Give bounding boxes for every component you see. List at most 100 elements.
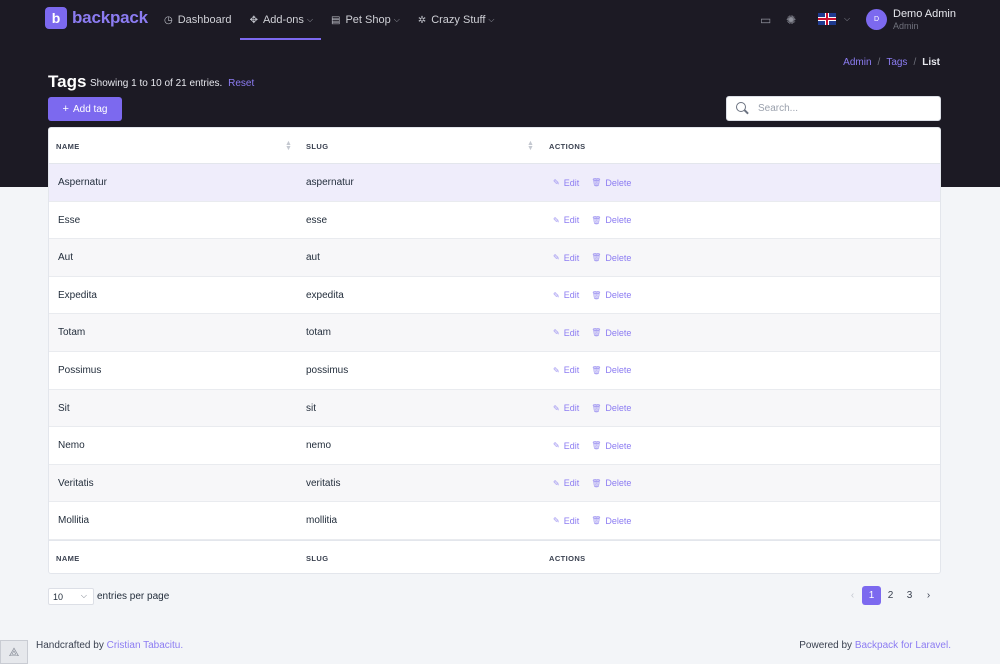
delete-label: Delete	[605, 177, 632, 188]
delete-button[interactable]: 🗑 Delete	[591, 403, 631, 413]
delete-button[interactable]: 🗑 Delete	[591, 178, 631, 188]
cell-actions: ✎ Edit 🗑 Delete	[553, 202, 643, 239]
pagination-page-2[interactable]: 2	[887, 590, 894, 601]
delete-label: Delete	[605, 440, 632, 451]
edit-button[interactable]: ✎ Edit	[553, 178, 579, 188]
cell-name: Aut	[58, 252, 74, 264]
delete-button[interactable]: 🗑 Delete	[591, 253, 631, 263]
delete-button[interactable]: 🗑 Delete	[591, 215, 631, 225]
breadcrumb-admin[interactable]: Admin	[843, 57, 872, 68]
edit-label: Edit	[563, 177, 580, 188]
backpack-link[interactable]: Backpack for Laravel.	[854, 640, 951, 651]
nav-item-crazy-stuff[interactable]: ✲ Crazy Stuff ⌵	[418, 0, 495, 40]
brand-logo-link[interactable]: b backpack	[45, 7, 148, 29]
cell-slug: possimus	[306, 364, 349, 376]
table-row: Totam totam ✎ Edit 🗑 Delete	[49, 314, 940, 352]
delete-label: Delete	[605, 515, 632, 526]
edit-button[interactable]: ✎ Edit	[553, 403, 579, 413]
reset-link[interactable]: Reset	[228, 78, 255, 89]
edit-icon: ✎	[553, 441, 560, 451]
chevron-down-icon: ⌵	[80, 591, 87, 600]
column-header-name[interactable]: NAME	[56, 141, 80, 151]
edit-label: Edit	[563, 290, 580, 301]
edit-button[interactable]: ✎ Edit	[553, 215, 579, 225]
nav-item-add-ons[interactable]: ✥ Add-ons ⌵	[239, 0, 322, 40]
delete-button[interactable]: 🗑 Delete	[591, 290, 631, 300]
author-link[interactable]: Cristian Tabacitu.	[106, 640, 184, 651]
cell-name: Nemo	[58, 440, 85, 452]
breadcrumb-separator: /	[877, 57, 881, 68]
pagination-page-1[interactable]: 1	[862, 586, 881, 605]
breadcrumb: Admin / Tags / List	[837, 57, 940, 68]
delete-label: Delete	[605, 478, 632, 489]
edit-icon: ✎	[553, 215, 560, 225]
uk-flag-icon[interactable]	[818, 13, 836, 25]
per-page-select[interactable]: 10 ⌵	[48, 588, 94, 605]
cell-slug: totam	[306, 327, 332, 339]
edit-button[interactable]: ✎ Edit	[553, 365, 579, 375]
edit-icon: ✎	[553, 478, 560, 488]
column-header-slug[interactable]: SLUG	[306, 141, 329, 151]
search-input[interactable]	[758, 103, 928, 114]
delete-button[interactable]: 🗑 Delete	[591, 365, 631, 375]
breadcrumb-tags[interactable]: Tags	[886, 57, 908, 68]
edit-icon: ✎	[553, 328, 560, 338]
pagination-prev-icon[interactable]: ‹	[850, 590, 855, 601]
delete-button[interactable]: 🗑 Delete	[591, 478, 631, 488]
per-page-value: 10	[53, 591, 64, 602]
delete-label: Delete	[605, 365, 632, 376]
nav-item-dashboard[interactable]: ◷ Dashboard	[164, 0, 232, 40]
nav-item-label: Pet Shop	[345, 14, 391, 26]
add-tag-button[interactable]: + Add tag	[48, 97, 122, 121]
entries-summary: Showing 1 to 10 of 21 entries.	[90, 78, 223, 89]
nav-item-pet-shop[interactable]: ▤ Pet Shop ⌵	[331, 0, 400, 40]
breadcrumb-separator: /	[913, 57, 917, 68]
edit-button[interactable]: ✎ Edit	[553, 478, 579, 488]
cash-register-icon: ▤	[331, 14, 341, 26]
edit-button[interactable]: ✎ Edit	[553, 328, 579, 338]
delete-button[interactable]: 🗑 Delete	[591, 516, 631, 526]
cell-actions: ✎ Edit 🗑 Delete	[553, 502, 643, 539]
edit-button[interactable]: ✎ Edit	[553, 516, 579, 526]
edit-button[interactable]: ✎ Edit	[553, 253, 579, 263]
table-row: Possimus possimus ✎ Edit 🗑 Delete	[49, 352, 940, 390]
column-footer-actions: ACTIONS	[549, 554, 586, 564]
sort-icon[interactable]: ▲ ▼	[527, 140, 535, 152]
table-row: Mollitia mollitia ✎ Edit 🗑 Delete	[49, 502, 940, 540]
delete-label: Delete	[605, 327, 632, 338]
tags-table: NAME ▲ ▼ SLUG ▲ ▼ ACTIONS Aspernatur aspern…	[48, 127, 941, 574]
delete-button[interactable]: 🗑 Delete	[591, 328, 631, 338]
user-name[interactable]: Demo Admin	[893, 8, 956, 20]
chevron-down-icon: ⌵	[393, 15, 400, 24]
table-row: Expedita expedita ✎ Edit 🗑 Delete	[49, 277, 940, 315]
cell-name: Mollitia	[58, 515, 90, 527]
nav-item-label: Crazy Stuff	[431, 14, 486, 26]
edit-button[interactable]: ✎ Edit	[553, 290, 579, 300]
column-footer-slug: SLUG	[306, 554, 329, 564]
top-navbar: b backpack ◷ Dashboard ✥ Add-ons ⌵ ▤ Pet Shop ⌵…	[0, 0, 1000, 40]
page-title: Tags	[48, 72, 87, 91]
sort-icon[interactable]: ▲ ▼	[285, 140, 293, 152]
footer-credits: Handcrafted by Cristian Tabacitu.	[36, 640, 183, 651]
avatar[interactable]: D	[866, 9, 887, 30]
cell-actions: ✎ Edit 🗑 Delete	[553, 277, 643, 314]
trash-icon: 🗑	[591, 478, 602, 488]
search-box[interactable]	[726, 96, 941, 121]
edit-icon: ✎	[553, 290, 560, 300]
edit-label: Edit	[563, 327, 580, 338]
cell-slug: mollitia	[306, 515, 338, 527]
table-row: Aspernatur aspernatur ✎ Edit 🗑 Delete	[49, 164, 940, 202]
edit-button[interactable]: ✎ Edit	[553, 441, 579, 451]
palette-icon[interactable]: ✺	[786, 13, 797, 27]
delete-label: Delete	[605, 403, 632, 414]
laravel-logo-icon: ⟁	[0, 640, 28, 664]
table-body: Aspernatur aspernatur ✎ Edit 🗑 Delete Esse esse…	[49, 164, 940, 540]
pagination-next-icon[interactable]: ›	[926, 590, 931, 601]
monitor-icon[interactable]: ▭	[760, 13, 772, 27]
pagination-page-3[interactable]: 3	[906, 590, 913, 601]
edit-label: Edit	[563, 365, 580, 376]
delete-button[interactable]: 🗑 Delete	[591, 441, 631, 451]
table-row: Sit sit ✎ Edit 🗑 Delete	[49, 389, 940, 428]
edit-icon: ✎	[553, 178, 560, 187]
language-chevron-down-icon[interactable]: ⌵	[844, 14, 851, 23]
